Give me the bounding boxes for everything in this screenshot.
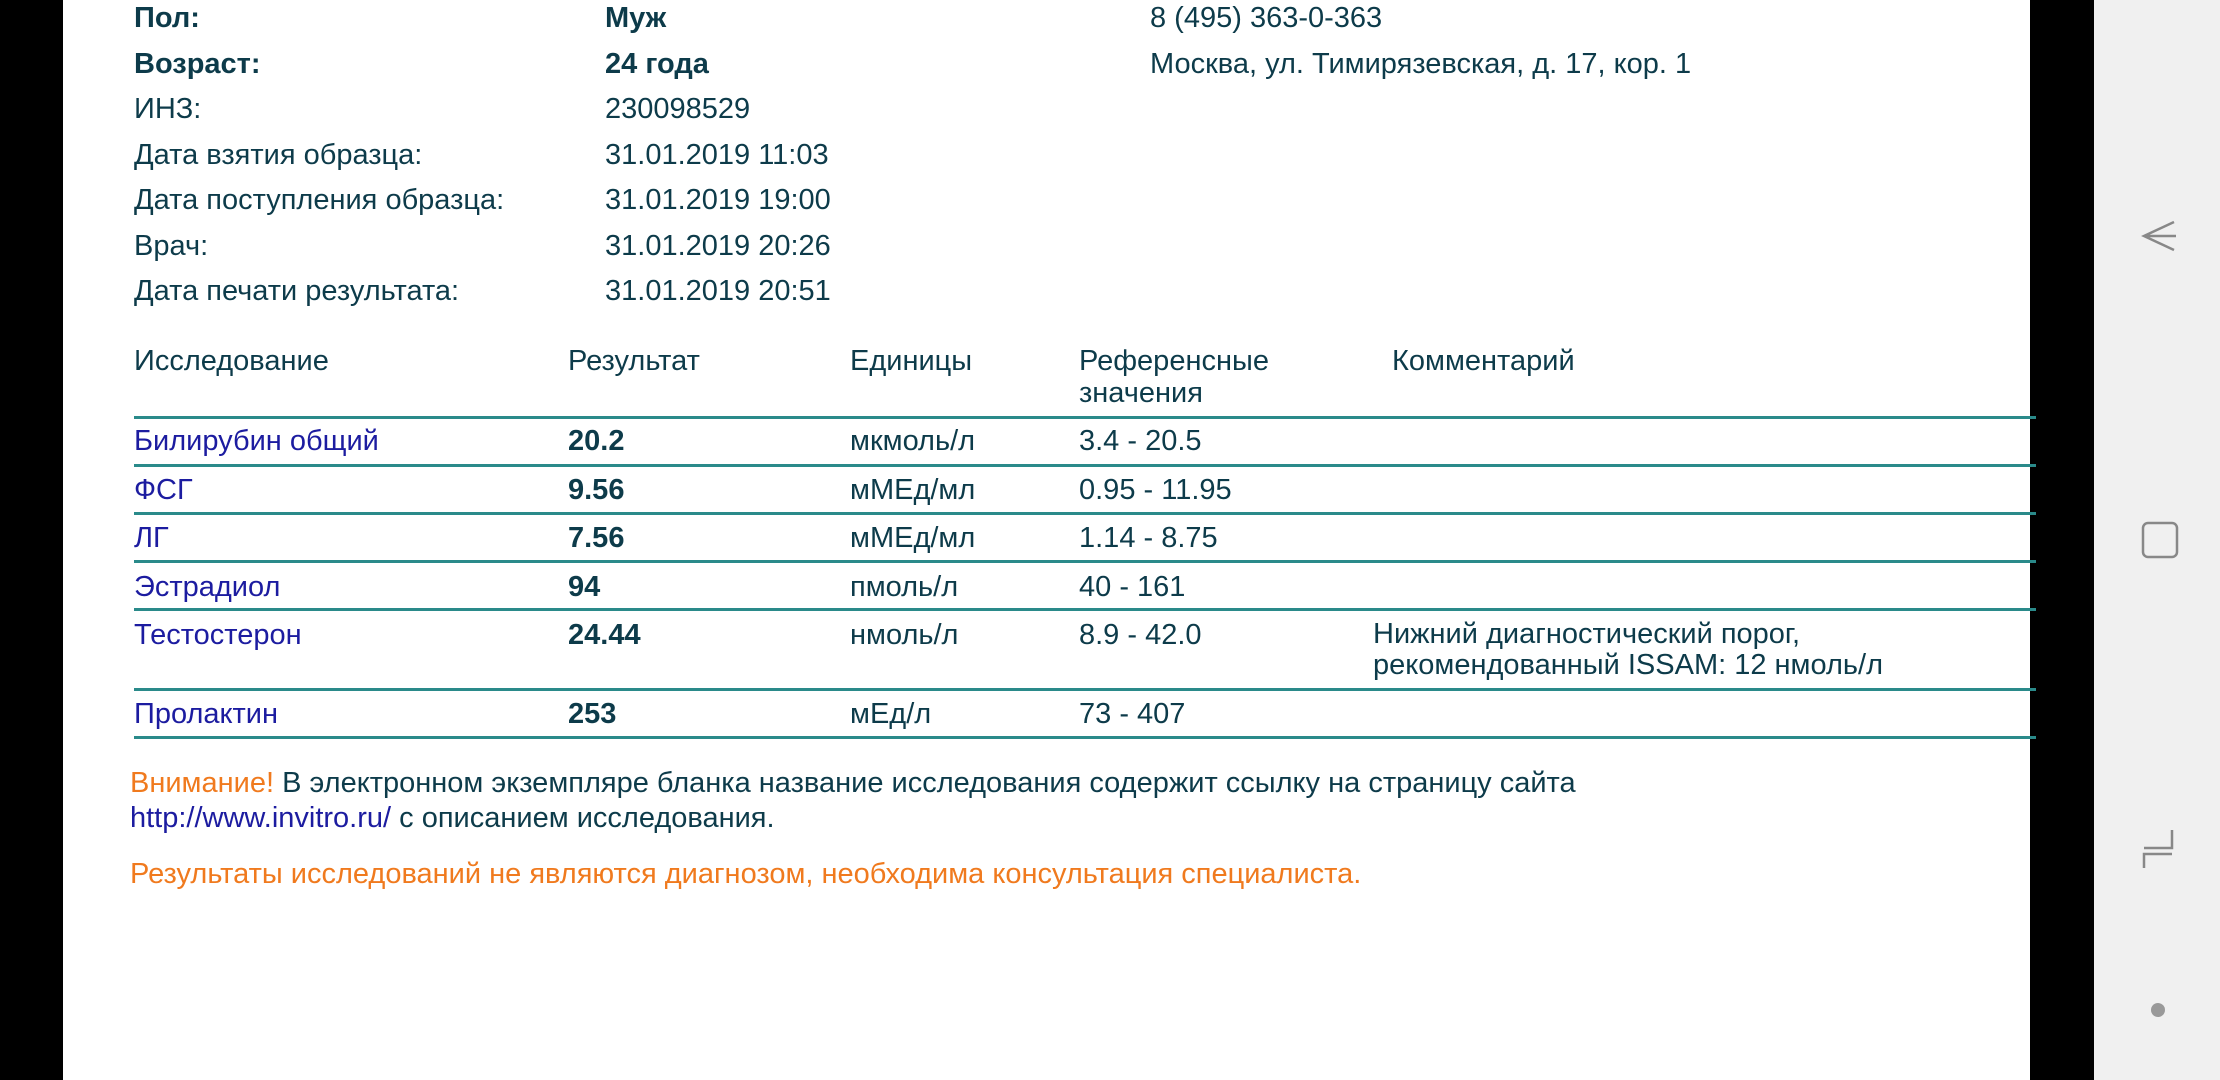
units: мМЕд/мл	[850, 522, 976, 554]
attention-text: В электронном экземпляре бланка название…	[274, 767, 1576, 799]
row-divider	[134, 512, 2036, 515]
units: мМЕд/мл	[850, 474, 976, 506]
test-link[interactable]: Тестостерон	[134, 619, 302, 651]
patient-value: 31.01.2019 20:51	[605, 275, 831, 307]
header-units: Единицы	[850, 345, 973, 377]
disclaimer: Результаты исследований не являются диаг…	[130, 858, 1362, 890]
patient-label: Возраст:	[134, 47, 261, 80]
header-ref: Референсные	[1079, 345, 1269, 377]
reference-range: 0.95 - 11.95	[1079, 474, 1232, 506]
reference-range: 73 - 407	[1079, 698, 1186, 730]
android-nav-bar	[2094, 0, 2220, 1080]
test-link[interactable]: ЛГ	[134, 522, 169, 554]
result-value: 253	[568, 698, 617, 730]
reference-range: 1.14 - 8.75	[1079, 522, 1218, 554]
row-divider	[134, 736, 2036, 739]
patient-label: Пол:	[134, 2, 200, 34]
patient-label: ИНЗ:	[134, 93, 202, 125]
test-link[interactable]: Эстрадиол	[134, 571, 281, 603]
row-divider	[134, 560, 2036, 563]
patient-value: 31.01.2019 19:00	[605, 184, 831, 216]
row-divider	[134, 464, 2036, 467]
patient-value: Муж	[605, 2, 667, 34]
result-value: 9.56	[568, 474, 625, 506]
lab-phone: 8 (495) 363-0-363	[1150, 2, 1383, 34]
patient-label: Дата взятия образца:	[134, 138, 423, 171]
test-link[interactable]: Билирубин общий	[134, 425, 379, 457]
patient-label: Дата печати результата:	[134, 275, 460, 307]
recents-icon[interactable]	[2138, 826, 2178, 872]
result-value: 94	[568, 571, 601, 603]
dot-icon[interactable]	[2150, 1002, 2166, 1018]
patient-value: 31.01.2019 20:26	[605, 229, 831, 262]
header-ref-2: значения	[1079, 377, 1203, 409]
invitro-link[interactable]: http://www.invitro.ru/	[130, 802, 392, 834]
reference-range: 8.9 - 42.0	[1079, 619, 1202, 651]
result-value: 20.2	[568, 425, 625, 457]
row-divider	[134, 608, 2036, 611]
note-line-1: Внимание! В электронном экземпляре бланк…	[130, 767, 1576, 799]
note-line-2: http://www.invitro.ru/ с описанием иссле…	[130, 802, 775, 834]
reference-range: 40 - 161	[1079, 571, 1186, 603]
back-icon[interactable]	[2138, 216, 2178, 256]
patient-label: Дата поступления образца:	[134, 184, 505, 216]
patient-value: 24 года	[605, 47, 709, 80]
result-value: 7.56	[568, 522, 625, 554]
comment-line-2: рекомендованный ISSAM: 12 нмоль/л	[1373, 649, 1883, 681]
patient-value: 230098529	[605, 93, 751, 125]
reference-range: 3.4 - 20.5	[1079, 425, 1202, 457]
result-value: 24.44	[568, 619, 641, 651]
attention-label: Внимание!	[130, 767, 275, 799]
test-link[interactable]: Пролактин	[134, 698, 279, 730]
units: пмоль/л	[850, 571, 959, 603]
units: нмоль/л	[850, 619, 959, 651]
header-comment: Комментарий	[1392, 345, 1575, 377]
comment-line-1: Нижний диагностический порог,	[1373, 618, 1801, 650]
header-divider	[134, 416, 2036, 419]
header-result: Результат	[568, 345, 700, 377]
test-link[interactable]: ФСГ	[134, 474, 193, 506]
lab-address: Москва, ул. Тимирязевская, д. 17, кор. 1	[1150, 48, 1692, 80]
units: мЕд/л	[850, 698, 932, 730]
report-page: Пол: Муж Возраст: 24 года ИНЗ: 230098529 Да…	[63, 0, 2036, 1080]
units: мкмоль/л	[850, 425, 976, 457]
patient-label: Врач:	[134, 229, 209, 262]
row-divider	[134, 688, 2036, 691]
home-icon[interactable]	[2140, 520, 2180, 562]
patient-value: 31.01.2019 11:03	[605, 138, 829, 171]
url-suffix: с описанием исследования.	[391, 802, 775, 834]
header-test: Исследование	[134, 345, 329, 377]
